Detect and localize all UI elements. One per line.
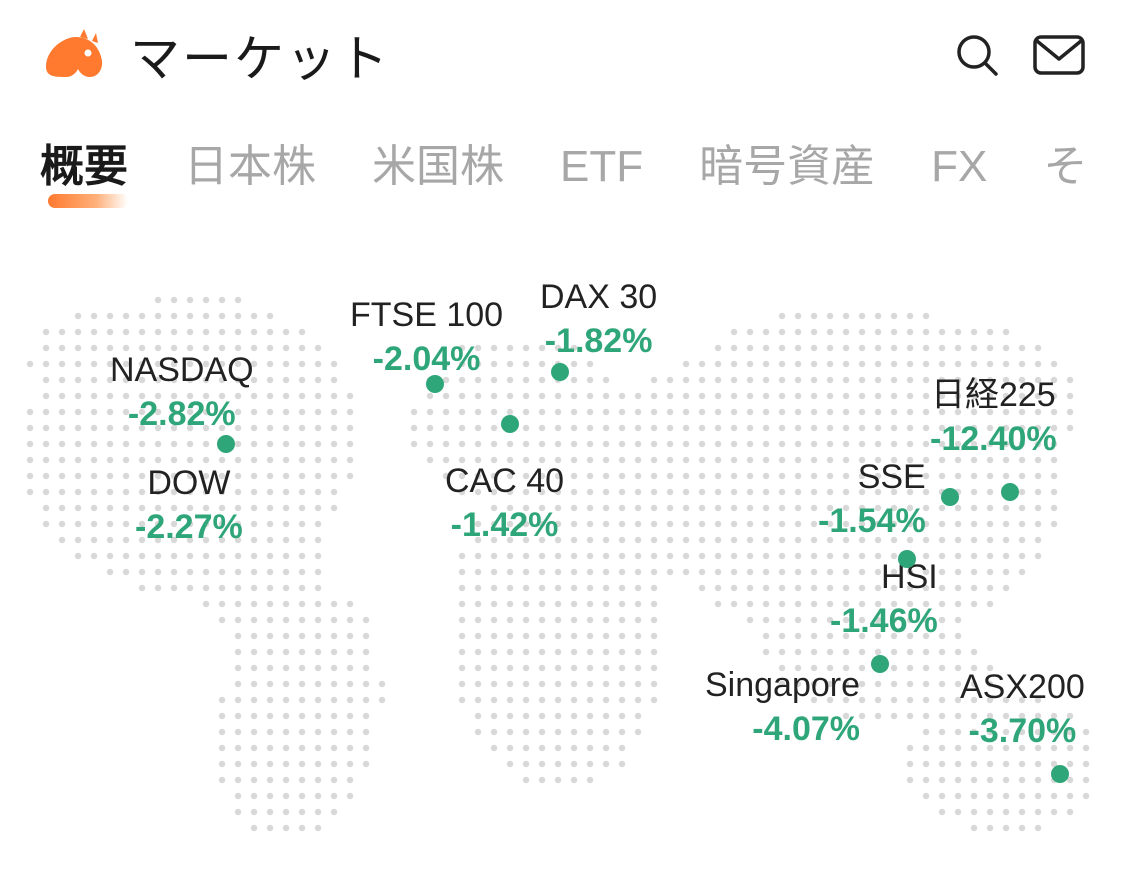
index-cac[interactable]: CAC 40-1.42% [445, 460, 564, 548]
mail-icon[interactable] [1033, 33, 1085, 77]
index-name: 日経225 [930, 374, 1057, 417]
page-title: マーケット [130, 19, 390, 91]
index-dax[interactable]: DAX 30-1.82% [540, 276, 657, 364]
index-name: FTSE 100 [350, 294, 503, 337]
index-change: -1.54% [818, 499, 926, 545]
index-change: -1.42% [445, 503, 564, 549]
tabs: 概要日本株米国株 ETF 暗号資産 FX そ [0, 100, 1125, 224]
index-singapore[interactable]: Singapore-4.07% [705, 664, 860, 752]
index-hsi[interactable]: HSI-1.46% [830, 556, 938, 644]
index-name: CAC 40 [445, 460, 564, 503]
index-nasdaq[interactable]: NASDAQ-2.82% [110, 349, 254, 437]
world-map: NASDAQ-2.82% DOW-2.27% FTSE 100-2.04% DAX 3… [0, 244, 1125, 864]
tab-1[interactable]: 日本株 [184, 130, 316, 204]
index-marker-hsi [898, 550, 916, 568]
app-logo-icon [40, 27, 110, 83]
index-marker-dax [551, 363, 569, 381]
index-name: Singapore [705, 664, 860, 707]
index-nikkei[interactable]: 日経225-12.40% [930, 374, 1057, 462]
tab-6[interactable]: そ [1043, 130, 1087, 204]
index-name: HSI [830, 556, 938, 599]
index-asx[interactable]: ASX200-3.70% [960, 666, 1085, 754]
tab-3[interactable]: ETF [560, 142, 643, 202]
tab-2[interactable]: 米国株 [372, 130, 504, 204]
index-name: DAX 30 [540, 276, 657, 319]
index-change: -3.70% [960, 709, 1085, 755]
index-marker-ftse [426, 375, 444, 393]
index-marker-sse [941, 488, 959, 506]
index-name: SSE [818, 456, 926, 499]
index-change: -2.27% [135, 505, 243, 551]
index-change: -4.07% [705, 707, 860, 753]
index-marker-nikkei [1001, 483, 1019, 501]
tab-0[interactable]: 概要 [40, 130, 128, 204]
search-icon[interactable] [951, 33, 1003, 77]
index-marker-nasdaq [217, 435, 235, 453]
index-sse[interactable]: SSE-1.54% [818, 456, 926, 544]
index-ftse[interactable]: FTSE 100-2.04% [350, 294, 503, 382]
index-dow[interactable]: DOW-2.27% [135, 462, 243, 550]
index-change: -1.82% [540, 319, 657, 365]
index-name: NASDAQ [110, 349, 254, 392]
index-change: -2.04% [350, 337, 503, 383]
tab-4[interactable]: 暗号資産 [699, 130, 875, 204]
index-marker-asx [1051, 765, 1069, 783]
index-marker-singapore [871, 655, 889, 673]
index-change: -12.40% [930, 417, 1057, 463]
header: マーケット [0, 0, 1125, 100]
index-name: DOW [135, 462, 243, 505]
tab-5[interactable]: FX [931, 142, 987, 202]
index-change: -2.82% [110, 392, 254, 438]
index-change: -1.46% [830, 599, 938, 645]
index-marker-cac [501, 415, 519, 433]
index-name: ASX200 [960, 666, 1085, 709]
